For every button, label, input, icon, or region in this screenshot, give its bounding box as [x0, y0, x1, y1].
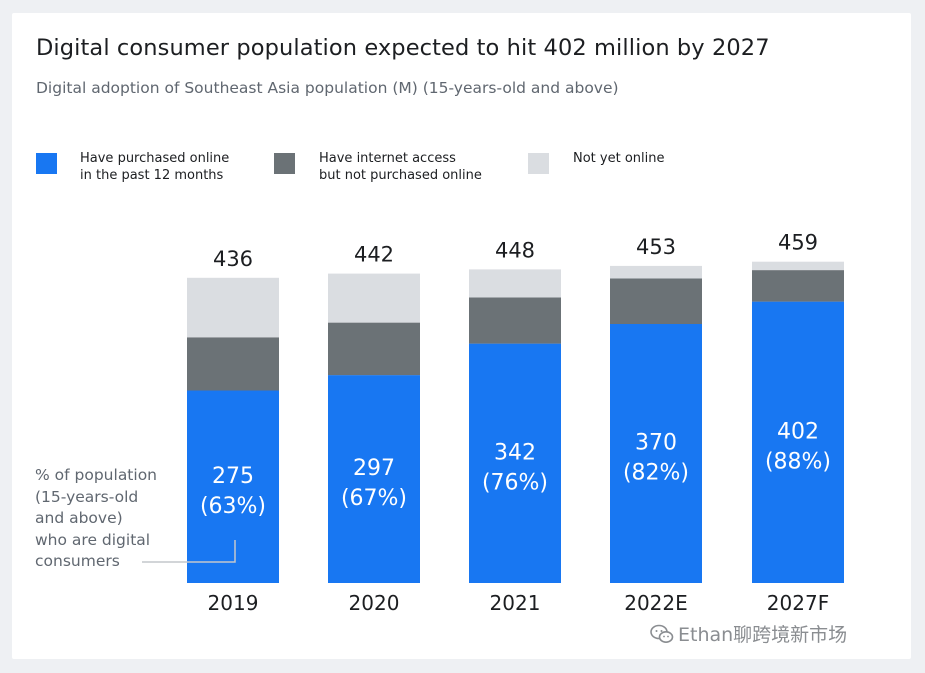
- annotation-text: % of population (15-years-old and above)…: [35, 466, 158, 570]
- watermark: Ethan聊跨境新市场: [650, 620, 847, 647]
- bar-segment-internet-only-2019: [187, 337, 279, 391]
- percent-label-2020: (67%): [341, 486, 407, 511]
- bar-segment-internet-only-2020: [328, 322, 420, 376]
- category-label-2020: 2020: [349, 591, 400, 615]
- chart-subtitle: Digital adoption of Southeast Asia popul…: [36, 79, 619, 97]
- bar-segment-purchased-2021: [469, 343, 561, 583]
- legend-label-purchased: Have purchased online in the past 12 mon…: [80, 151, 230, 183]
- legend-swatch-internet-only: [274, 153, 295, 174]
- bar-segment-purchased-2022E: [610, 324, 702, 583]
- bar-segment-purchased-2019: [187, 390, 279, 583]
- category-label-2027F: 2027F: [767, 591, 829, 615]
- total-label-2027F: 459: [778, 231, 818, 255]
- percent-label-2021: (76%): [482, 470, 548, 495]
- legend-label-internet-only: Have internet access but not purchased o…: [319, 151, 482, 183]
- total-label-2022E: 453: [636, 235, 676, 259]
- bar-segment-not-online-2027F: [752, 261, 844, 271]
- legend-swatch-purchased: [36, 153, 57, 174]
- wechat-icon: [650, 624, 674, 643]
- bar-segment-purchased-2027F: [752, 301, 844, 583]
- bar-segment-internet-only-2021: [469, 297, 561, 344]
- chart-card: Digital consumer population expected to …: [12, 13, 911, 659]
- bar-segment-not-online-2021: [469, 269, 561, 298]
- total-label-2019: 436: [213, 247, 253, 271]
- chart-title: Digital consumer population expected to …: [36, 35, 770, 61]
- bar-segment-not-online-2019: [187, 277, 279, 338]
- total-label-2020: 442: [354, 243, 394, 267]
- bar-segment-internet-only-2027F: [752, 270, 844, 302]
- value-label-2021: 342: [494, 440, 536, 465]
- value-label-2020: 297: [353, 456, 395, 481]
- value-label-2022E: 370: [635, 431, 677, 456]
- percent-label-2027F: (88%): [765, 449, 831, 474]
- bar-segment-not-online-2022E: [610, 265, 702, 279]
- category-label-2019: 2019: [208, 591, 259, 615]
- legend-swatch-not-online: [528, 153, 549, 174]
- bar-segment-purchased-2020: [328, 375, 420, 583]
- total-label-2021: 448: [495, 238, 535, 262]
- legend-label-not-online: Not yet online: [573, 151, 665, 166]
- bar-segment-internet-only-2022E: [610, 278, 702, 324]
- category-label-2021: 2021: [490, 591, 541, 615]
- value-label-2027F: 402: [777, 419, 819, 444]
- value-label-2019: 275: [212, 464, 254, 489]
- annotation-leader-line: [142, 540, 236, 563]
- bar-segment-not-online-2020: [328, 273, 420, 323]
- percent-label-2019: (63%): [200, 494, 266, 519]
- percent-label-2022E: (82%): [623, 461, 689, 486]
- category-label-2022E: 2022E: [624, 591, 688, 615]
- watermark-text: Ethan聊跨境新市场: [678, 624, 848, 646]
- stacked-bar-chart: 436 275 (63%) 2019 442 297 (67%) 2020 448 342 (76%…: [142, 231, 844, 615]
